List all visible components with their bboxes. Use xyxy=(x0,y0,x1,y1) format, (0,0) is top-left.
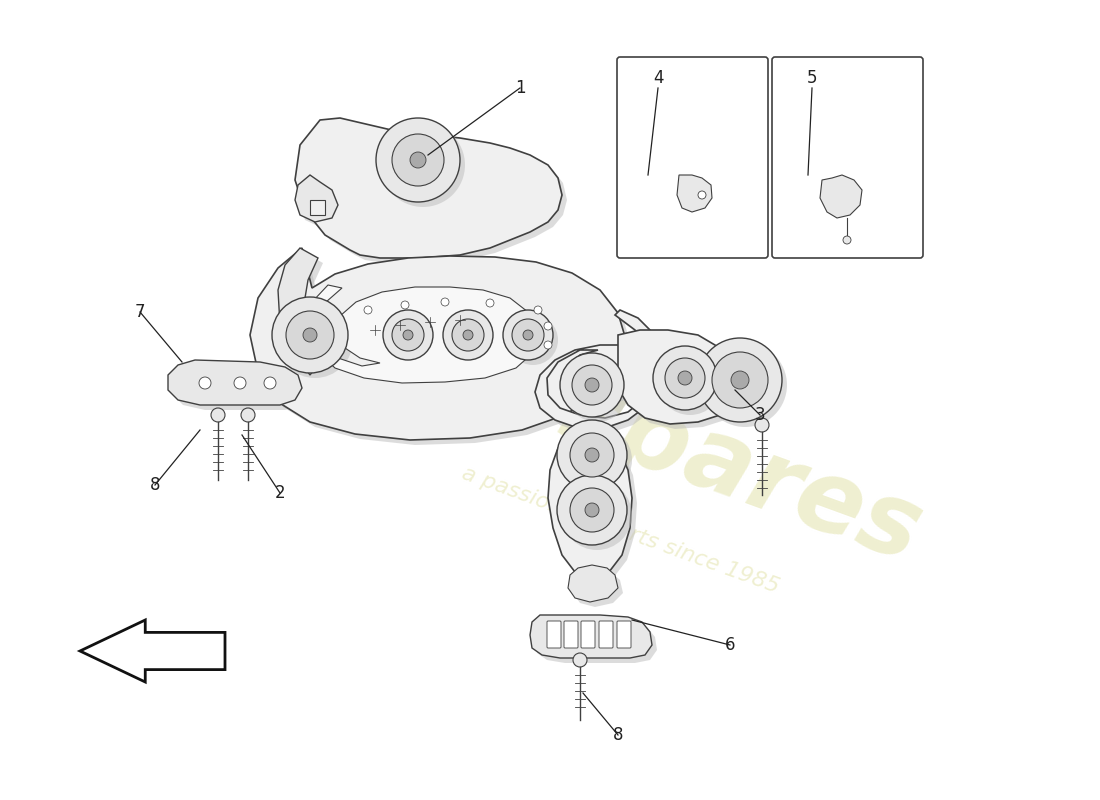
FancyBboxPatch shape xyxy=(617,57,768,258)
Text: 5: 5 xyxy=(806,69,817,87)
Polygon shape xyxy=(278,248,318,375)
Polygon shape xyxy=(250,248,626,440)
Circle shape xyxy=(522,330,534,340)
Text: 2: 2 xyxy=(275,484,285,502)
Circle shape xyxy=(512,319,544,351)
Circle shape xyxy=(585,378,600,392)
Circle shape xyxy=(241,408,255,422)
Polygon shape xyxy=(568,565,618,602)
Polygon shape xyxy=(173,365,307,410)
Circle shape xyxy=(557,420,627,490)
FancyBboxPatch shape xyxy=(564,621,578,648)
Text: 7: 7 xyxy=(134,303,145,321)
Text: a passion for parts since 1985: a passion for parts since 1985 xyxy=(459,463,781,597)
Circle shape xyxy=(560,353,624,417)
Text: 6: 6 xyxy=(725,636,735,654)
FancyBboxPatch shape xyxy=(617,621,631,648)
Polygon shape xyxy=(548,430,632,578)
Polygon shape xyxy=(553,435,637,583)
Polygon shape xyxy=(676,175,712,212)
Text: 3: 3 xyxy=(755,406,766,424)
Circle shape xyxy=(381,123,465,207)
Circle shape xyxy=(264,377,276,389)
Circle shape xyxy=(562,425,632,495)
Circle shape xyxy=(698,191,706,199)
Circle shape xyxy=(573,653,587,667)
Circle shape xyxy=(698,338,782,422)
Circle shape xyxy=(364,306,372,314)
Circle shape xyxy=(383,310,433,360)
Circle shape xyxy=(286,311,334,359)
Text: 4: 4 xyxy=(652,69,663,87)
Polygon shape xyxy=(295,118,562,258)
Circle shape xyxy=(678,371,692,385)
Circle shape xyxy=(570,488,614,532)
Circle shape xyxy=(658,351,722,415)
Text: 1: 1 xyxy=(515,79,526,97)
Polygon shape xyxy=(623,335,747,429)
Circle shape xyxy=(503,310,553,360)
Circle shape xyxy=(843,236,851,244)
Polygon shape xyxy=(310,200,324,215)
Polygon shape xyxy=(300,123,566,263)
Circle shape xyxy=(585,448,600,462)
Polygon shape xyxy=(300,180,343,227)
Polygon shape xyxy=(820,175,862,218)
Text: eurospares: eurospares xyxy=(306,276,934,584)
Circle shape xyxy=(277,302,353,378)
Circle shape xyxy=(508,315,558,365)
Circle shape xyxy=(755,418,769,432)
Circle shape xyxy=(211,408,226,422)
Circle shape xyxy=(234,377,246,389)
FancyBboxPatch shape xyxy=(581,621,595,648)
Circle shape xyxy=(403,330,412,340)
Circle shape xyxy=(534,306,542,314)
Circle shape xyxy=(653,346,717,410)
Circle shape xyxy=(441,298,449,306)
FancyBboxPatch shape xyxy=(600,621,613,648)
Polygon shape xyxy=(573,570,623,607)
Circle shape xyxy=(410,152,426,168)
Polygon shape xyxy=(540,315,670,433)
Circle shape xyxy=(199,377,211,389)
Circle shape xyxy=(452,319,484,351)
Circle shape xyxy=(544,322,552,330)
Text: 8: 8 xyxy=(613,726,624,744)
Circle shape xyxy=(486,299,494,307)
Circle shape xyxy=(448,315,498,365)
Circle shape xyxy=(732,371,749,389)
Circle shape xyxy=(392,319,424,351)
Polygon shape xyxy=(308,285,538,383)
Polygon shape xyxy=(295,175,338,222)
Circle shape xyxy=(562,480,632,550)
Polygon shape xyxy=(168,360,302,405)
FancyBboxPatch shape xyxy=(547,621,561,648)
Circle shape xyxy=(565,358,629,422)
Polygon shape xyxy=(618,330,742,424)
Polygon shape xyxy=(255,253,631,445)
Circle shape xyxy=(703,343,786,427)
Circle shape xyxy=(572,365,612,405)
Polygon shape xyxy=(530,615,652,658)
Polygon shape xyxy=(535,310,666,428)
Circle shape xyxy=(557,475,627,545)
Text: 8: 8 xyxy=(150,476,161,494)
Circle shape xyxy=(402,301,409,309)
Circle shape xyxy=(570,433,614,477)
Polygon shape xyxy=(535,620,657,663)
Circle shape xyxy=(272,297,348,373)
FancyBboxPatch shape xyxy=(772,57,923,258)
Circle shape xyxy=(544,341,552,349)
Circle shape xyxy=(666,358,705,398)
Circle shape xyxy=(463,330,473,340)
Circle shape xyxy=(376,118,460,202)
Circle shape xyxy=(712,352,768,408)
Polygon shape xyxy=(283,253,323,380)
Circle shape xyxy=(443,310,493,360)
Circle shape xyxy=(392,134,444,186)
Circle shape xyxy=(388,315,438,365)
Circle shape xyxy=(585,503,600,517)
Circle shape xyxy=(302,328,317,342)
